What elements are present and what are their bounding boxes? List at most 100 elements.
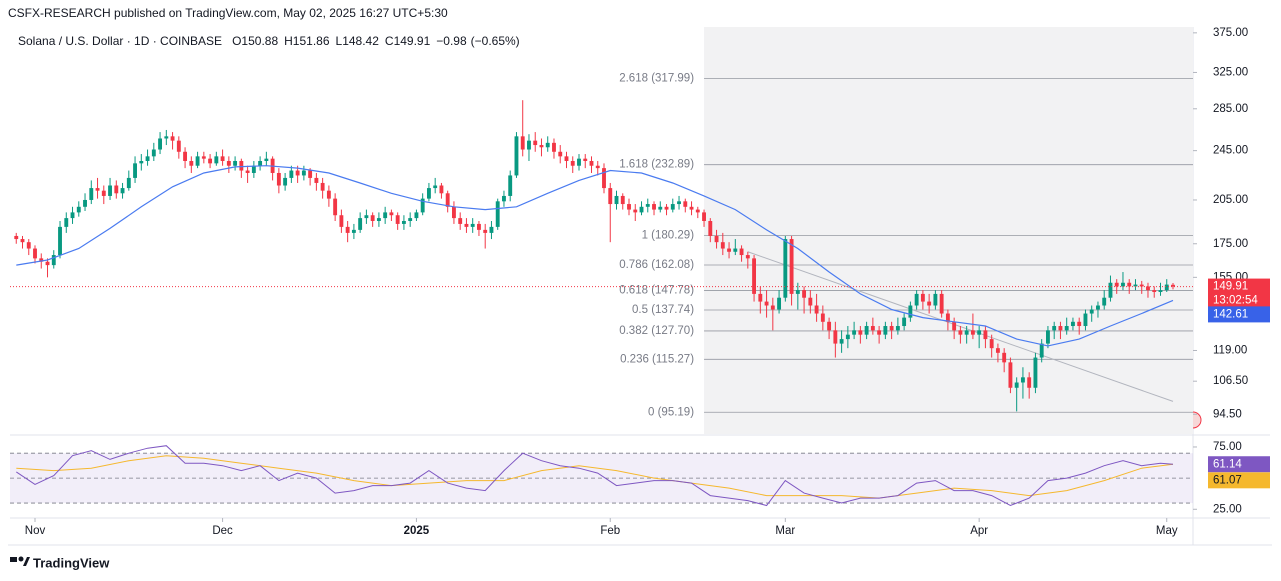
candle-body	[1158, 290, 1163, 293]
candle-body	[483, 229, 488, 233]
candle-body	[183, 151, 188, 161]
candle-body	[14, 235, 19, 240]
candle-body	[108, 185, 112, 196]
candle-body	[339, 215, 344, 227]
candle-body	[727, 248, 731, 252]
candle-body	[220, 156, 225, 161]
candle-body	[789, 239, 794, 294]
candle-body	[758, 293, 763, 302]
candle-body	[39, 258, 44, 262]
candle-body	[1039, 343, 1044, 358]
candle-body	[814, 305, 819, 314]
candle-body	[808, 297, 813, 306]
fib-label: 0.618 (147.78)	[619, 285, 694, 297]
candle-body	[1077, 321, 1082, 327]
candle-body	[883, 326, 888, 335]
candle-body	[989, 339, 994, 349]
candle-body	[33, 248, 37, 259]
candle-body	[401, 220, 406, 224]
legend: Solana / U.S. Dollar · 1D · COINBASE O 15…	[18, 34, 520, 48]
x-tick-label: 2025	[404, 525, 430, 537]
candle-body	[920, 293, 925, 302]
candle-body	[470, 223, 475, 227]
candle-body	[733, 248, 738, 252]
rsi-tick-label: 25.00	[1213, 503, 1242, 515]
candle-body	[276, 172, 281, 186]
candle-body	[577, 158, 581, 166]
candle-body	[214, 156, 219, 164]
candle-body	[408, 218, 413, 221]
candle-body	[120, 188, 125, 194]
candle-body	[852, 330, 857, 335]
candle-body	[833, 330, 838, 344]
brand: TradingView	[33, 555, 110, 570]
fib-label: 0 (95.19)	[648, 406, 694, 418]
candle-body	[414, 212, 419, 219]
candle-body	[89, 188, 94, 200]
candle-body	[658, 206, 663, 210]
rsi-tick-label: 75.00	[1213, 441, 1242, 453]
candle-body	[26, 242, 31, 249]
y-tick-label: 285.00	[1213, 103, 1248, 115]
candle-body	[439, 185, 444, 194]
ohlc-prefix: O	[232, 34, 241, 48]
candle-body	[770, 305, 775, 310]
candle-body	[477, 223, 481, 230]
candle-body	[1114, 282, 1119, 287]
ohlc-prefix: C	[385, 34, 394, 48]
candle-body	[702, 212, 706, 221]
ohlc-value: 151.86	[293, 34, 330, 48]
candle-body	[652, 204, 656, 210]
x-tick-label: Dec	[212, 525, 233, 537]
candle-body	[964, 330, 969, 335]
candle-body	[126, 177, 131, 189]
candle-body	[251, 165, 256, 173]
candle-body	[370, 215, 375, 221]
candle-body	[1014, 382, 1019, 388]
candle-body	[589, 160, 594, 166]
candle-body	[695, 209, 700, 213]
y-tick-label: 119.00	[1213, 345, 1247, 357]
rsi-ma-line	[16, 455, 1174, 499]
ohlc-prefix: L	[336, 34, 343, 48]
candle-body	[114, 185, 119, 194]
candle-body	[820, 313, 825, 322]
countdown: 13:02:54	[1213, 295, 1258, 307]
candle-body	[527, 140, 531, 150]
y-tick-label: 175.00	[1213, 238, 1248, 250]
candle-body	[208, 158, 213, 164]
candle-body	[1096, 305, 1100, 310]
candle-body	[902, 317, 907, 327]
candle-body	[1008, 362, 1013, 388]
published-line: CSFX-RESEARCH published on TradingView.c…	[8, 6, 448, 20]
candle-body	[189, 160, 194, 166]
candle-body	[333, 198, 338, 216]
candle-body	[1089, 309, 1094, 314]
candle-body	[914, 293, 919, 306]
candle-body	[1052, 326, 1057, 331]
candle-body	[539, 145, 544, 148]
fib-label: 0.236 (115.27)	[620, 353, 694, 365]
candle-body	[1046, 330, 1050, 344]
fib-label: 1 (180.29)	[642, 230, 695, 242]
rsi-line	[16, 445, 1174, 507]
candle-body	[1071, 321, 1075, 327]
candle-body	[502, 195, 506, 202]
candle-body	[264, 158, 269, 161]
candle-body	[245, 170, 250, 173]
ma-line	[16, 165, 1174, 347]
candle-body	[614, 195, 619, 205]
candle-body	[620, 195, 625, 205]
x-tick-label: Feb	[600, 525, 620, 537]
candle-body	[495, 201, 500, 227]
candle-body	[739, 248, 744, 256]
candle-body	[301, 170, 306, 176]
fib-label: 0.786 (162.08)	[619, 259, 694, 271]
candle-body	[395, 215, 400, 224]
candle-body	[945, 313, 950, 322]
candle-body	[364, 215, 369, 219]
x-tick-label: May	[1156, 525, 1178, 537]
candle-body	[564, 156, 569, 161]
candle-body	[426, 188, 431, 199]
